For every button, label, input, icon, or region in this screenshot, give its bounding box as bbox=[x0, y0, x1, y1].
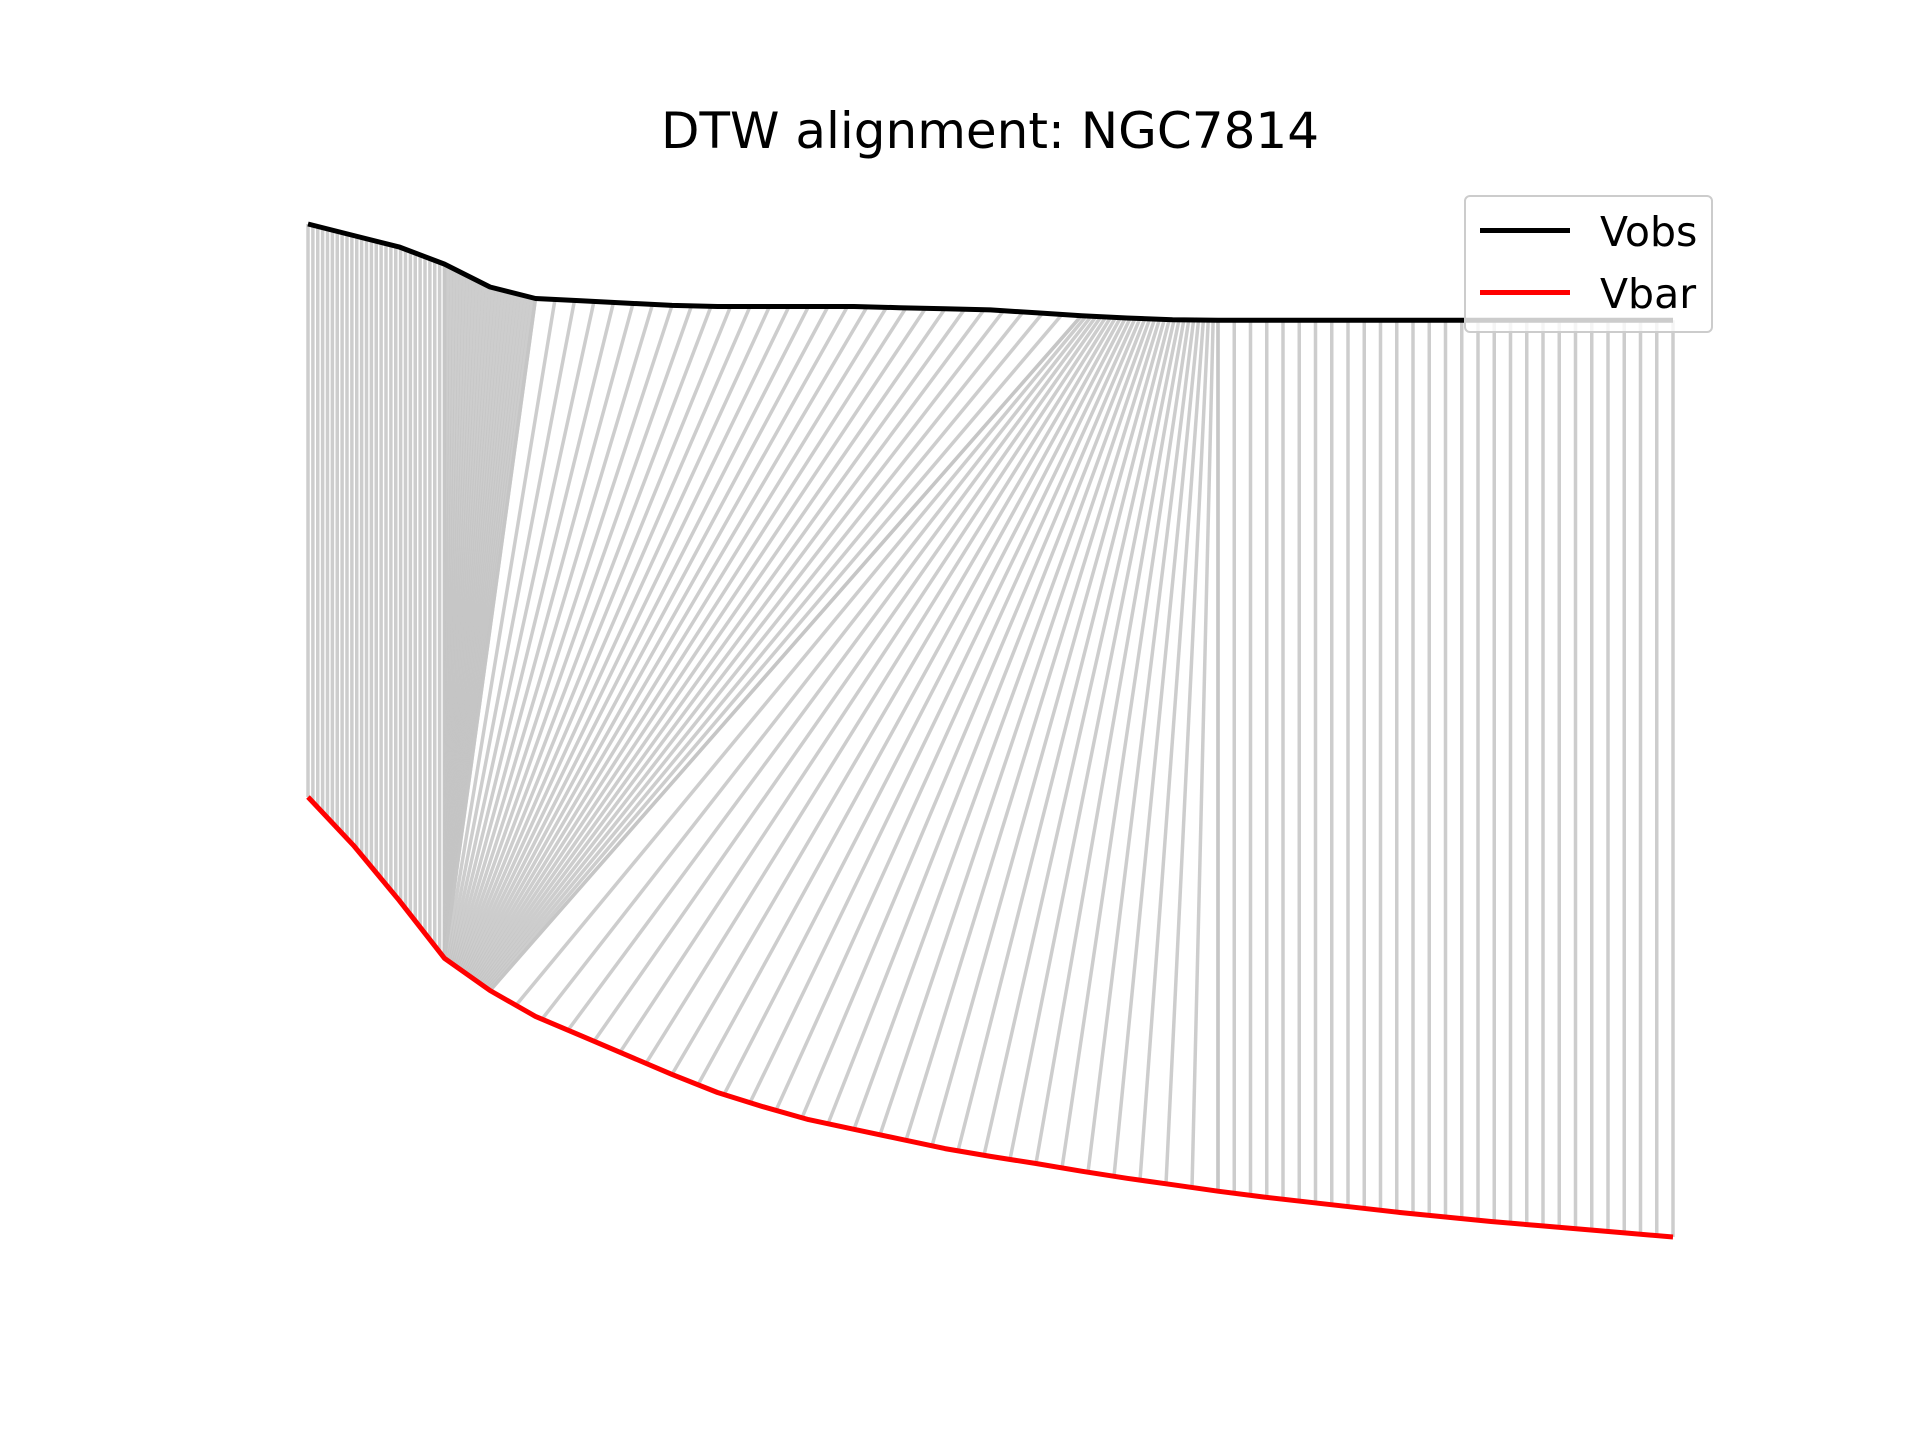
alignment-line bbox=[514, 314, 1088, 1007]
alignment-line bbox=[800, 317, 1142, 1119]
legend-item-vobs: Vobs bbox=[1466, 207, 1711, 257]
alignment-line bbox=[482, 309, 1005, 988]
alignment-line bbox=[477, 307, 947, 984]
alignment-line bbox=[485, 312, 1044, 990]
alignment-line bbox=[455, 305, 694, 969]
alignment-line bbox=[956, 319, 1171, 1152]
series-lines bbox=[306, 221, 1674, 1240]
alignment-line bbox=[644, 316, 1113, 1065]
alignment-line bbox=[540, 315, 1093, 1021]
legend-swatch-vobs bbox=[1480, 228, 1570, 233]
alignment-line bbox=[878, 318, 1157, 1136]
alignment-line bbox=[446, 300, 577, 961]
alignment-line bbox=[1164, 320, 1210, 1184]
alignment-line bbox=[982, 319, 1176, 1156]
alignment-line bbox=[468, 305, 850, 978]
alignment-line bbox=[450, 302, 635, 965]
alignment-lines bbox=[306, 224, 1675, 1237]
alignment-line bbox=[592, 315, 1103, 1043]
legend-item-vbar: Vbar bbox=[1466, 269, 1711, 319]
chart-title: DTW alignment: NGC7814 bbox=[660, 102, 1320, 160]
alignment-line bbox=[774, 317, 1137, 1112]
series-line-vobs bbox=[307, 221, 1673, 323]
alignment-line bbox=[1034, 319, 1186, 1164]
alignment-line bbox=[480, 308, 986, 986]
alignment-line bbox=[852, 318, 1152, 1130]
alignment-line bbox=[487, 313, 1064, 991]
alignment-line bbox=[452, 303, 655, 966]
alignment-line bbox=[566, 315, 1098, 1032]
alignment-line bbox=[449, 302, 616, 964]
alignment-line bbox=[467, 305, 830, 977]
alignment-line bbox=[459, 305, 733, 971]
alignment-line bbox=[470, 305, 869, 979]
alignment-line bbox=[1060, 319, 1191, 1169]
alignment-line bbox=[1008, 319, 1181, 1160]
alignment-line bbox=[460, 305, 752, 972]
alignment-line bbox=[748, 317, 1132, 1104]
legend-label-vbar: Vbar bbox=[1600, 270, 1697, 318]
alignment-line bbox=[930, 318, 1167, 1147]
alignment-line bbox=[462, 305, 772, 973]
alignment-line bbox=[478, 308, 966, 985]
alignment-line bbox=[454, 304, 674, 967]
alignment-line bbox=[483, 310, 1025, 989]
alignment-line bbox=[670, 316, 1118, 1076]
alignment-line bbox=[1138, 319, 1206, 1181]
alignment-line bbox=[457, 305, 713, 970]
legend-label-vobs: Vobs bbox=[1600, 208, 1698, 256]
alignment-line bbox=[464, 305, 791, 975]
alignment-line bbox=[1086, 319, 1196, 1173]
alignment-line bbox=[442, 298, 538, 959]
series-line-vbar bbox=[306, 795, 1674, 1240]
alignment-line bbox=[473, 306, 908, 982]
alignment-line bbox=[696, 316, 1123, 1086]
alignment-line bbox=[904, 318, 1162, 1141]
alignment-line bbox=[1112, 319, 1201, 1177]
alignment-line bbox=[722, 317, 1127, 1096]
alignment-line bbox=[1190, 320, 1215, 1188]
alignment-line bbox=[465, 305, 811, 976]
legend: Vobs Vbar bbox=[1464, 195, 1713, 333]
alignment-line bbox=[826, 318, 1147, 1125]
alignment-line bbox=[444, 299, 557, 960]
legend-swatch-vbar bbox=[1480, 290, 1570, 295]
alignment-line bbox=[618, 315, 1108, 1054]
alignment-line bbox=[447, 301, 596, 963]
alignment-line bbox=[488, 314, 1083, 992]
alignment-line bbox=[475, 307, 927, 983]
alignment-line bbox=[472, 306, 888, 980]
